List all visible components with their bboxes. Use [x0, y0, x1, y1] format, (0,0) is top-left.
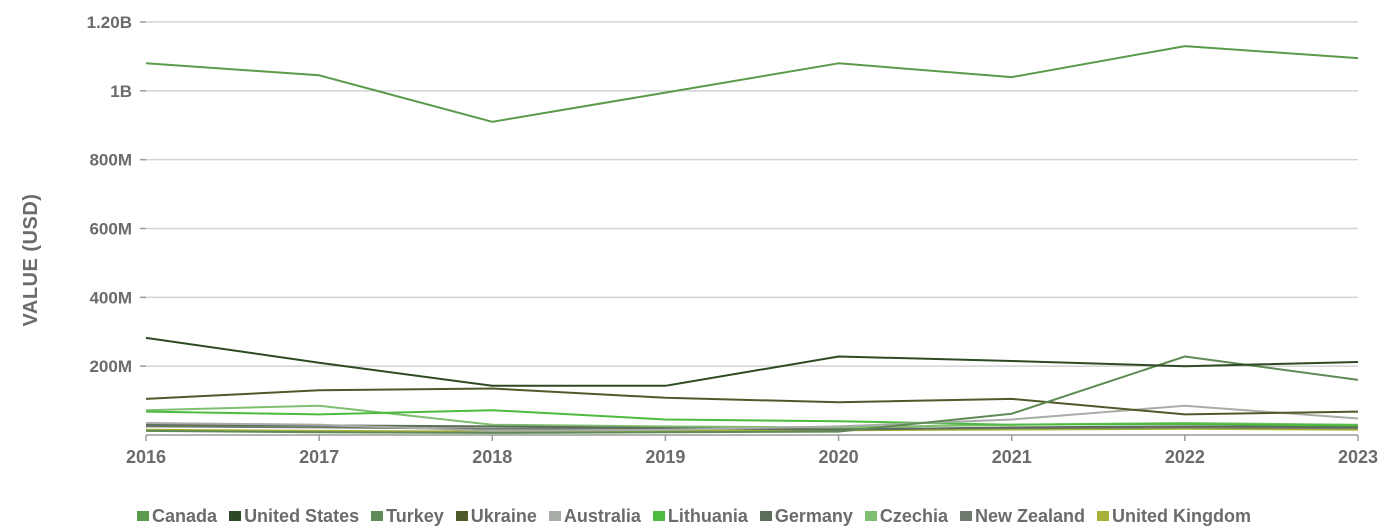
- legend-swatch: [548, 511, 561, 521]
- x-tick-label: 2021: [992, 447, 1032, 467]
- legend-item: United Kingdom: [1096, 505, 1251, 527]
- legend-swatch: [959, 511, 972, 521]
- legend-label: Canada: [152, 506, 218, 526]
- legend-swatch: [137, 511, 150, 521]
- legend-item: Ukraine: [455, 505, 537, 527]
- legend-item: United States: [229, 505, 359, 527]
- legend: Canada United States Turkey Ukraine Australi…: [0, 505, 1388, 527]
- y-axis-label: VALUE (USD): [20, 194, 42, 327]
- legend-swatch: [652, 511, 665, 521]
- legend-label: Ukraine: [470, 506, 537, 526]
- x-tick-label: 2016: [126, 447, 166, 467]
- series-line-lithuania: [145, 409, 1359, 427]
- legend-label: United States: [244, 506, 360, 526]
- legend-swatch: [371, 511, 384, 521]
- gridlines: [146, 21, 1358, 367]
- x-tick-label: 2022: [1165, 447, 1205, 467]
- legend-label: United Kingdom: [1111, 506, 1251, 526]
- x-tick-label: 2020: [819, 447, 859, 467]
- series-line-united-states: [145, 336, 1359, 387]
- legend-swatch: [1096, 511, 1109, 521]
- legend-swatch: [864, 511, 877, 521]
- series-line-turkey: [145, 355, 1359, 434]
- legend-label: Germany: [774, 506, 853, 526]
- y-tick-label: 200M: [89, 357, 132, 376]
- legend-label: Australia: [563, 506, 641, 526]
- y-tick-label: 400M: [89, 288, 132, 307]
- legend-label: Turkey: [386, 506, 444, 526]
- legend-swatch: [759, 511, 772, 521]
- y-tick-label: 1.20B: [87, 13, 132, 32]
- legend-item: Australia: [548, 505, 641, 527]
- legend-label: Lithuania: [667, 506, 748, 526]
- x-tick-label: 2023: [1338, 447, 1378, 467]
- y-tick-label: 1B: [110, 82, 132, 101]
- legend-item: Lithuania: [652, 505, 748, 527]
- legend-swatch: [455, 511, 468, 521]
- series-line-canada: [145, 45, 1359, 123]
- y-tick-labels: 200M 400M 600M 800M 1B 1.20B: [87, 13, 132, 376]
- series-line-ukraine: [145, 387, 1359, 416]
- legend-item: Germany: [759, 505, 853, 527]
- x-tick-label: 2018: [472, 447, 512, 467]
- legend-label: Czechia: [879, 506, 948, 526]
- legend-item: New Zealand: [959, 505, 1085, 527]
- series-lines: [145, 45, 1359, 434]
- x-tick-label: 2019: [645, 447, 685, 467]
- y-tick-label: 600M: [89, 220, 132, 239]
- x-tick-labels: 2016 2017 2018 2019 2020 2021 2022 2023: [126, 447, 1378, 467]
- series-line-united-kingdom: [145, 427, 1359, 433]
- legend-swatch: [229, 511, 242, 521]
- line-chart: 200M 400M 600M 800M 1B 1.20B 2016 2017 2018 2019…: [20, 13, 1378, 467]
- legend-item: Turkey: [371, 505, 444, 527]
- legend-label: New Zealand: [974, 506, 1085, 526]
- legend-item: Czechia: [864, 505, 948, 527]
- axes: [140, 21, 1359, 441]
- y-tick-label: 800M: [89, 151, 132, 170]
- series-line-australia: [145, 404, 1359, 432]
- x-tick-label: 2017: [299, 447, 339, 467]
- legend-item: Canada: [137, 505, 217, 527]
